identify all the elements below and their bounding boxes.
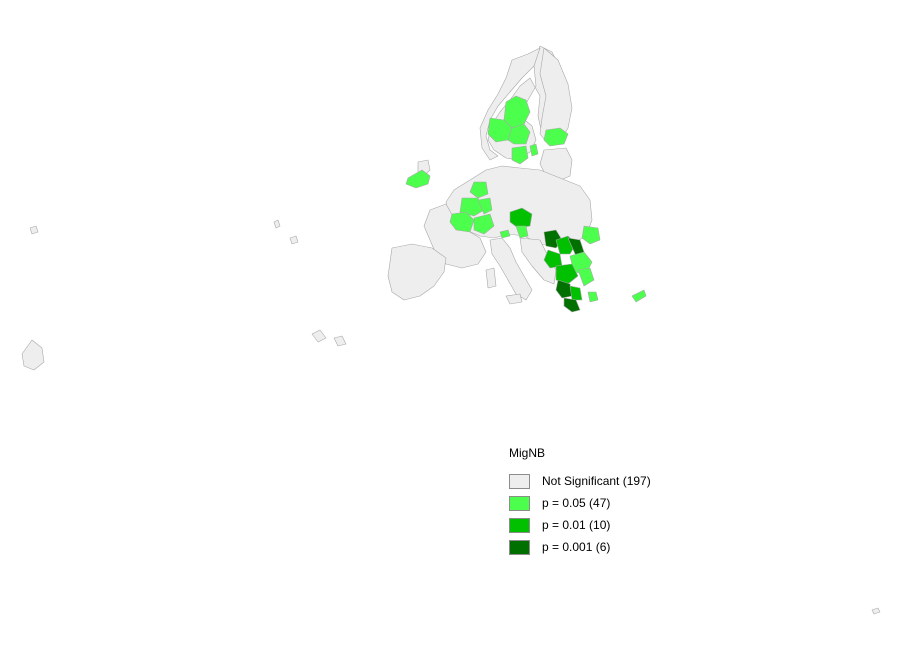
- region-gr-islands: [587, 291, 599, 303]
- region-canary-2: [333, 335, 347, 347]
- region-azores-1: [29, 225, 39, 235]
- region-de-sw: [473, 213, 495, 235]
- legend-item: p = 0.001 (6): [509, 536, 709, 558]
- region-de-west-1: [477, 197, 493, 215]
- region-peloponnese: [563, 297, 581, 313]
- legend-title: MigNB: [509, 446, 546, 460]
- region-norway-coast: [479, 47, 541, 161]
- region-se-4: [511, 145, 529, 165]
- legend-label: p = 0.01 (10): [542, 518, 611, 532]
- legend-swatch-not-significant: [509, 473, 530, 489]
- region-sicily: [505, 293, 523, 305]
- region-guiana: [871, 607, 881, 615]
- region-ro-ne: [581, 225, 601, 245]
- legend-label: Not Significant (197): [542, 474, 651, 488]
- region-balkans-west: [519, 237, 557, 285]
- map-legend: MigNB Not Significant (197) p = 0.05 (47…: [509, 444, 709, 558]
- region-gr-ne: [577, 267, 595, 287]
- legend-label: p = 0.001 (6): [542, 540, 611, 554]
- region-se-3: [507, 123, 531, 145]
- region-madeira: [289, 235, 299, 245]
- legend-swatch-p001: [509, 517, 530, 533]
- legend-item: p = 0.05 (47): [509, 492, 709, 514]
- region-reunion: [21, 339, 45, 371]
- region-be: [459, 197, 485, 217]
- legend-swatch-p005: [509, 495, 530, 511]
- region-italy: [489, 237, 533, 301]
- region-at-small: [499, 229, 511, 239]
- region-gr-c: [555, 279, 573, 299]
- region-cz: [509, 207, 533, 229]
- region-fi-1: [543, 127, 569, 147]
- region-azores-2: [273, 219, 281, 229]
- legend-label: p = 0.05 (47): [542, 496, 611, 510]
- legend-swatch-p0001: [509, 539, 530, 555]
- legend-item: Not Significant (197): [509, 470, 709, 492]
- region-nl: [469, 181, 489, 199]
- region-ireland: [405, 169, 431, 189]
- region-cyprus: [631, 289, 647, 303]
- region-cz-2: [515, 225, 529, 239]
- region-fr-ne: [449, 211, 475, 233]
- legend-item: p = 0.01 (10): [509, 514, 709, 536]
- region-gr-n: [555, 263, 579, 285]
- region-fi-2: [529, 143, 539, 157]
- region-canary-1: [311, 329, 327, 343]
- region-gr-w: [569, 285, 583, 301]
- region-iberia: [387, 243, 447, 301]
- region-sardinia: [485, 267, 497, 289]
